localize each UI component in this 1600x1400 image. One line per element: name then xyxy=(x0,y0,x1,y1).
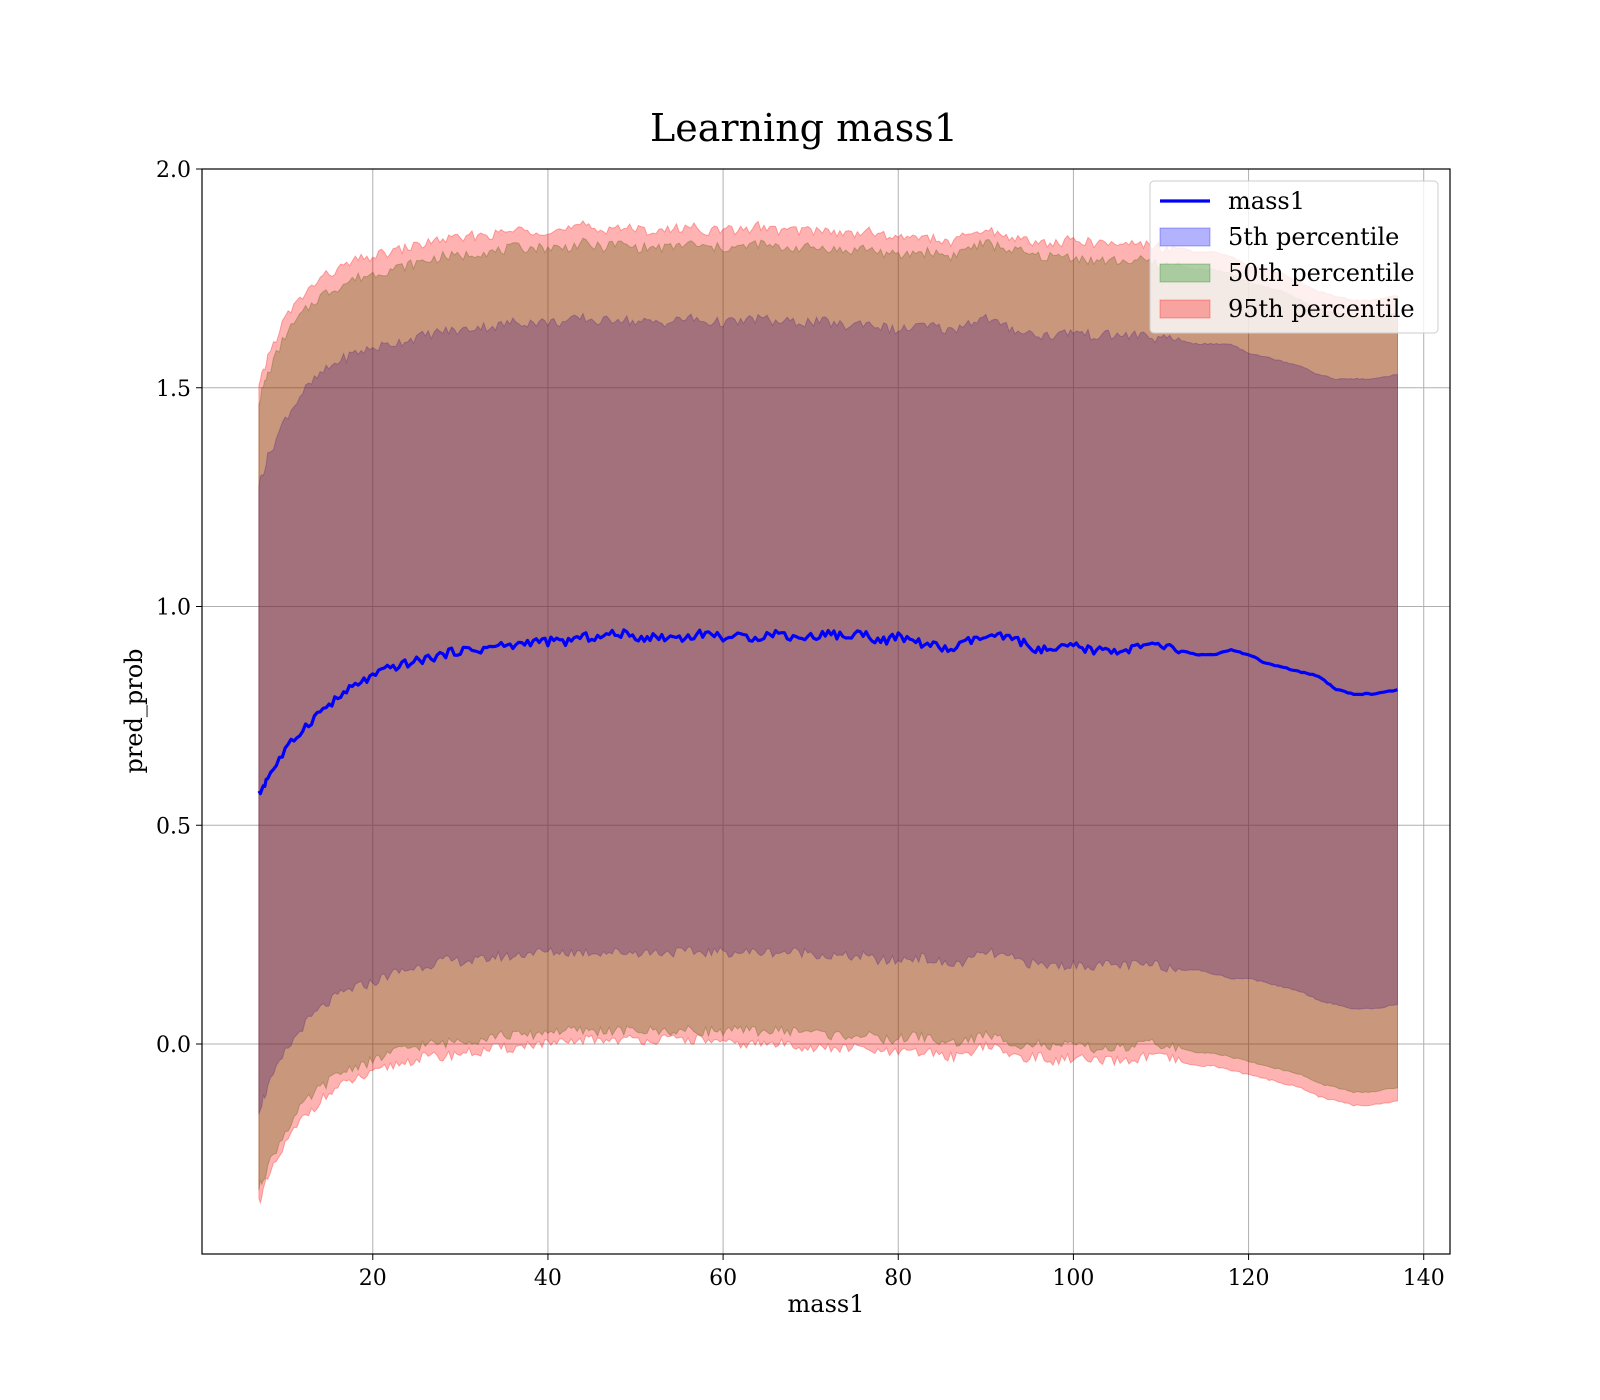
legend-patch-swatch xyxy=(1159,263,1211,283)
x-tick-label: 80 xyxy=(884,1266,912,1291)
mass1-line xyxy=(257,628,1398,796)
x-tick-label: 20 xyxy=(359,1266,387,1291)
legend-label: 95th percentile xyxy=(1228,295,1415,323)
legend-patch-swatch xyxy=(1159,299,1211,319)
axis-ticks: 20 40 60 80 100 120 140 0.0 0.5 1.0 1.5 2.0 xyxy=(156,158,1445,1291)
x-axis-label: mass1 xyxy=(788,1290,865,1318)
x-tick-label: 140 xyxy=(1403,1266,1445,1291)
legend-label: mass1 xyxy=(1228,187,1305,215)
grid xyxy=(202,168,1450,1254)
legend-box xyxy=(1149,180,1439,334)
legend: mass1 5th percentile 50th percentile 95th p… xyxy=(1149,180,1439,334)
y-tick-label: 1.0 xyxy=(156,596,191,621)
y-tick-label: 0.0 xyxy=(156,1033,191,1058)
x-tick-label: 40 xyxy=(534,1266,562,1291)
y-tick-label: 2.0 xyxy=(156,158,191,183)
legend-label: 5th percentile xyxy=(1228,223,1399,251)
mass1-line-layer xyxy=(257,628,1398,796)
band-95th-percentile xyxy=(258,220,1398,1205)
percentile-bands xyxy=(258,220,1398,1205)
legend-patch-swatch xyxy=(1159,227,1211,247)
x-tick-label: 120 xyxy=(1228,1266,1270,1291)
x-tick-label: 100 xyxy=(1052,1266,1094,1291)
y-axis-label: pred_prob xyxy=(120,648,148,773)
band-50th-percentile xyxy=(258,237,1398,1191)
band-5th-percentile xyxy=(258,312,1398,1115)
plot-frame xyxy=(201,168,1451,1255)
y-tick-label: 1.5 xyxy=(156,377,191,402)
y-tick-label: 0.5 xyxy=(156,814,191,839)
x-tick-label: 60 xyxy=(709,1266,737,1291)
chart-title: Learning mass1 xyxy=(650,106,958,150)
legend-label: 50th percentile xyxy=(1228,259,1415,287)
